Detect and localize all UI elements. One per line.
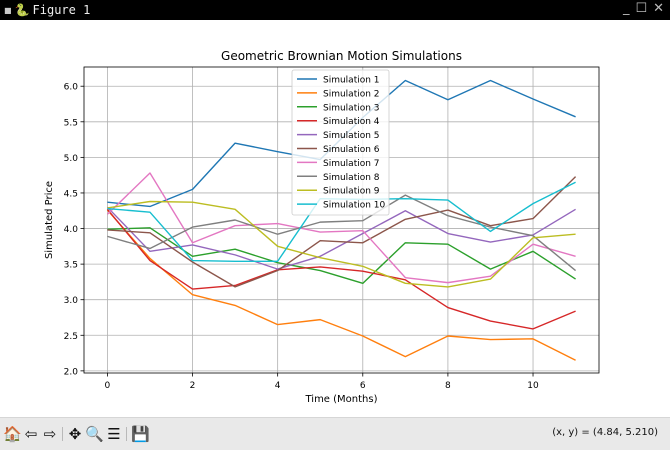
series-line-9: [107, 200, 576, 288]
legend-label: Simulation 5: [323, 131, 380, 141]
legend-label: Simulation 3: [323, 103, 380, 113]
maximize-icon[interactable]: ☐: [635, 1, 648, 16]
chart-title: Geometric Brownian Motion Simulations: [221, 49, 462, 63]
back-icon[interactable]: ⇦: [24, 425, 38, 443]
series-line-4: [106, 208, 576, 330]
zoom-icon[interactable]: 🔍: [85, 425, 104, 443]
series-line-5: [106, 206, 576, 270]
x-tick-label: 4: [275, 381, 281, 391]
forward-icon[interactable]: ⇨: [43, 425, 57, 443]
close-icon[interactable]: ✕: [653, 1, 664, 16]
y-tick-label: 5.0: [64, 154, 79, 164]
series-line-3: [107, 227, 576, 285]
legend-label: Simulation 10: [323, 201, 386, 211]
y-axis-label: Simulated Price: [44, 181, 55, 259]
pan-icon[interactable]: ✥: [68, 425, 82, 443]
home-icon[interactable]: 🏠: [3, 425, 22, 443]
legend-label: Simulation 7: [323, 159, 380, 169]
window-titlebar: ■ 🐍 Figure 1 _ ☐ ✕: [0, 0, 670, 20]
legend-label: Simulation 4: [323, 117, 380, 127]
save-icon[interactable]: 💾: [131, 425, 150, 443]
configure-icon[interactable]: ☰: [107, 425, 121, 443]
minimize-icon[interactable]: _: [622, 1, 630, 16]
plot-frame: [83, 66, 600, 374]
x-tick-label: 2: [190, 381, 196, 391]
x-axis-label: Time (Months): [304, 394, 377, 405]
toolbar-separator: [126, 427, 127, 441]
window-title: Figure 1: [32, 3, 91, 17]
legend: Simulation 1 Simulation 2 Simulation 3 Simu…: [291, 69, 390, 216]
legend-label: Simulation 9: [323, 187, 380, 197]
y-tick-label: 3.0: [64, 296, 79, 306]
y-tick-label: 2.5: [64, 332, 78, 342]
x-tick-label: 6: [360, 381, 366, 391]
x-tick-label: 0: [105, 381, 111, 391]
legend-label: Simulation 8: [323, 173, 380, 183]
toolbar-separator: [62, 427, 63, 441]
y-tick-label: 4.0: [64, 225, 79, 235]
legend-label: Simulation 2: [323, 89, 380, 99]
window-menu-icon[interactable]: ■: [4, 5, 12, 15]
y-tick-label: 6.0: [64, 83, 79, 93]
series-line-6: [107, 176, 577, 288]
x-tick-label: 10: [527, 381, 539, 391]
x-tick-label: 8: [445, 381, 451, 391]
y-tick-label: 4.5: [64, 189, 78, 199]
app-icon: 🐍: [14, 3, 30, 17]
legend-label: Simulation 6: [323, 145, 380, 155]
y-tick-label: 3.5: [64, 261, 78, 271]
legend-label: Simulation 1: [323, 76, 380, 86]
chart: 0 2 4 6 8 10 2.0 2.5 3.0 3.5 4.0 4.5 5.0 5.5 6.0 Geome…: [44, 49, 600, 405]
y-tick-label: 5.5: [64, 118, 78, 128]
y-tick-label: 2.0: [64, 367, 79, 377]
cursor-coordinates: (x, y) = (4.84, 5.210): [552, 427, 658, 438]
series-line-2: [106, 209, 576, 361]
figure-canvas[interactable]: 0 2 4 6 8 10 2.0 2.5 3.0 3.5 4.0 4.5 5.0 5.5 6.0 Geome…: [0, 20, 670, 417]
figure-toolbar: 🏠 ⇦ ⇨ ✥ 🔍 ☰ 💾 (x, y) = (4.84, 5.210): [0, 417, 670, 450]
series-line-8: [107, 194, 577, 272]
tick-layer: 0 2 4 6 8 10 2.0 2.5 3.0 3.5 4.0 4.5 5.0 5.5 6.0: [64, 83, 539, 391]
